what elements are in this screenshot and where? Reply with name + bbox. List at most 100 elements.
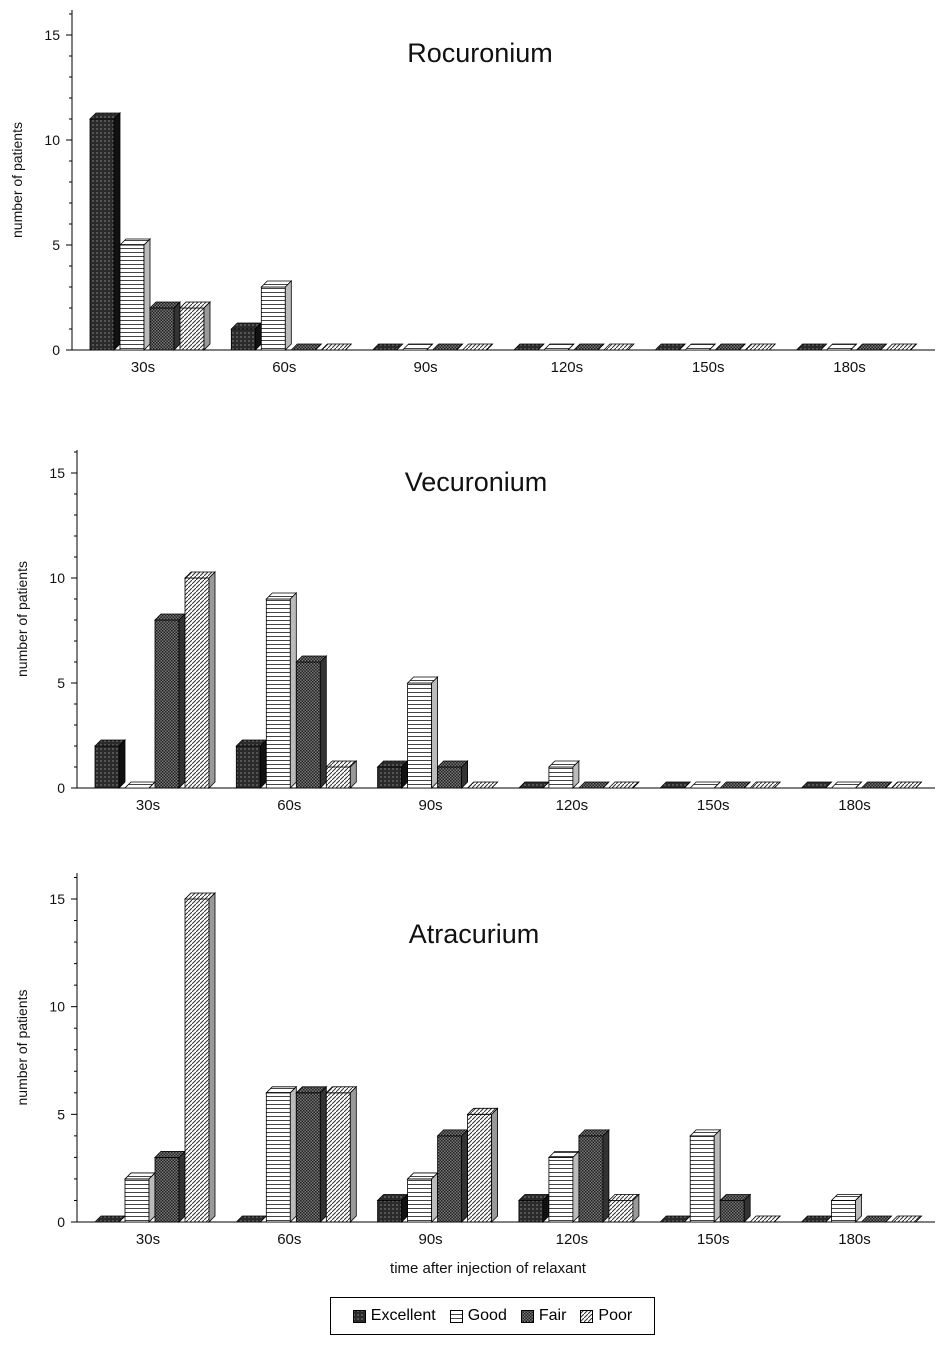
- x-tick-label: 30s: [131, 359, 155, 376]
- bar-poor: [466, 1107, 499, 1223]
- bar-excellent: [512, 343, 545, 351]
- bar-top: [659, 1215, 692, 1223]
- x-tick-label: 90s: [419, 797, 443, 814]
- bar-front: [124, 1178, 150, 1223]
- bar-side: [885, 781, 892, 789]
- bar-side: [567, 343, 575, 351]
- bar-top: [749, 781, 782, 789]
- bar-poor: [184, 571, 216, 789]
- bar-top: [719, 781, 752, 789]
- x-tick-label: 60s: [272, 359, 296, 376]
- bar-front: [437, 1135, 463, 1223]
- bar-top: [890, 1215, 923, 1223]
- bar-top: [689, 781, 722, 789]
- bar-top: [371, 343, 404, 351]
- x-tick-label: 150s: [692, 359, 725, 376]
- bar-side: [289, 592, 297, 789]
- bar-side: [572, 760, 580, 789]
- bar-top: [461, 343, 494, 351]
- bar-side: [315, 343, 322, 351]
- bar-poor: [325, 1085, 358, 1223]
- bar-side: [349, 1085, 357, 1223]
- bar-top: [860, 781, 893, 789]
- legend-item-excellent: Excellent: [352, 1307, 436, 1325]
- y-tick-label: 15: [49, 465, 65, 481]
- bar-top: [607, 781, 640, 789]
- bar-poor: [607, 781, 640, 789]
- bar-top: [290, 343, 323, 351]
- bar-fair: [577, 781, 610, 789]
- x-tick-label: 30s: [136, 797, 160, 814]
- bar-side: [431, 676, 439, 789]
- bar-side: [855, 781, 862, 789]
- bar-good: [401, 343, 434, 351]
- bar-front: [719, 1200, 745, 1223]
- bar-side: [284, 280, 292, 351]
- bar-side: [259, 739, 267, 789]
- bar-side: [456, 343, 463, 351]
- x-tick-label: 60s: [277, 1231, 301, 1248]
- bar-poor: [602, 343, 635, 351]
- bar-excellent: [235, 739, 268, 789]
- bar-side: [426, 343, 433, 351]
- legend-item-fair: Fair: [520, 1307, 566, 1325]
- legend-swatch-good: [449, 1309, 463, 1323]
- bar-excellent: [230, 322, 263, 351]
- y-tick-label: 10: [44, 132, 60, 148]
- bar-side: [773, 781, 781, 789]
- bar-front: [377, 1200, 403, 1223]
- y-tick-label: 0: [57, 780, 65, 796]
- legend-label: Good: [467, 1307, 507, 1324]
- bar-top: [795, 343, 828, 351]
- bar-excellent: [654, 343, 687, 351]
- bar-front: [119, 244, 145, 351]
- bar-front: [325, 766, 351, 789]
- bar-good: [124, 781, 156, 789]
- bar-top: [401, 343, 434, 351]
- bar-top: [800, 781, 833, 789]
- bar-top: [684, 343, 717, 351]
- bar-fair: [436, 1128, 469, 1223]
- bar-side: [915, 1215, 922, 1223]
- bar-side: [773, 1215, 781, 1223]
- bar-side: [885, 1215, 892, 1223]
- bar-side: [113, 112, 121, 351]
- legend-swatch-fair: [520, 1309, 534, 1323]
- bar-poor: [461, 343, 494, 351]
- bar-poor: [607, 1193, 640, 1223]
- x-tick-label: 30s: [136, 1231, 160, 1248]
- bar-excellent: [795, 343, 828, 351]
- bar-poor: [885, 343, 918, 351]
- bar-side: [683, 781, 691, 789]
- bar-front: [407, 682, 433, 789]
- y-tick-label: 15: [44, 27, 60, 43]
- bar-front: [89, 118, 115, 351]
- bar-top: [431, 343, 464, 351]
- bar-good: [542, 343, 575, 351]
- bar-side: [178, 1150, 186, 1223]
- bar-top: [659, 781, 692, 789]
- bar-poor: [749, 1215, 782, 1223]
- chart-rocuronium: 0 5 10 15 number of patients Rocuronium 30s 60s…: [9, 10, 935, 376]
- bar-top: [749, 1215, 782, 1223]
- bar-side: [820, 343, 827, 351]
- bar-top: [860, 1215, 893, 1223]
- bar-side: [461, 1128, 469, 1223]
- bar-front: [295, 1092, 321, 1223]
- bar-top: [94, 1215, 126, 1223]
- bar-excellent: [517, 781, 550, 789]
- bar-fair: [154, 1150, 186, 1223]
- bar-side: [910, 343, 917, 351]
- bar-good: [825, 343, 858, 351]
- y-tick-label: 5: [57, 1106, 65, 1122]
- bar-side: [572, 1150, 580, 1223]
- bar-fair: [855, 343, 888, 351]
- y-tick-label: 0: [57, 1214, 65, 1230]
- bar-side: [208, 571, 216, 789]
- bar-side: [597, 343, 605, 351]
- y-tick-label: 5: [52, 237, 60, 253]
- bar-front: [578, 1135, 604, 1223]
- bar-fair: [860, 1215, 893, 1223]
- bar-excellent: [659, 1215, 692, 1223]
